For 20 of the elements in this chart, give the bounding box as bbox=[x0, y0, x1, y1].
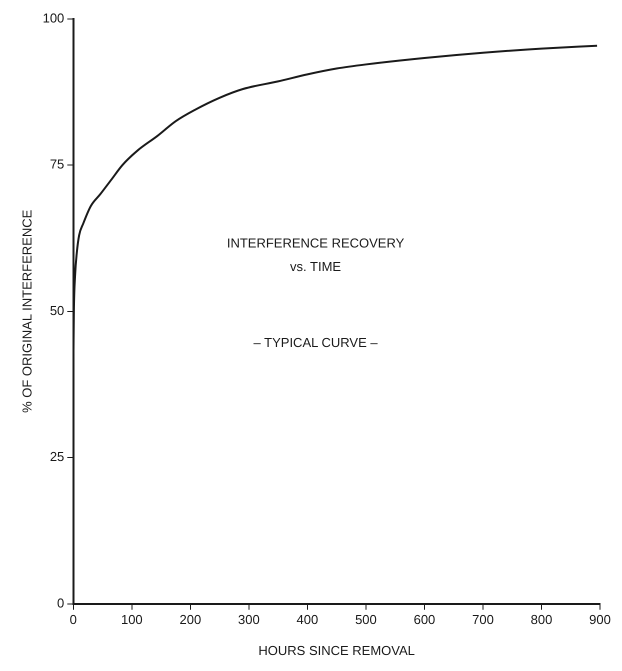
y-axis-title: % OF ORIGINAL INTERFERENCE bbox=[19, 209, 34, 413]
x-tick-label: 100 bbox=[120, 612, 143, 628]
annotation: vs. TIME bbox=[290, 259, 342, 274]
y-tick-label: 75 bbox=[50, 156, 64, 172]
x-tick-label: 500 bbox=[355, 612, 377, 628]
x-axis-title: HOURS SINCE REMOVAL bbox=[258, 642, 415, 658]
x-tick-label: 200 bbox=[179, 612, 202, 628]
annotation: INTERFERENCE RECOVERY bbox=[226, 236, 405, 251]
x-tick-label: 300 bbox=[238, 612, 260, 628]
x-tick-label: 0 bbox=[70, 612, 77, 628]
x-tick-label: 600 bbox=[414, 612, 436, 628]
y-tick-label: 0 bbox=[57, 595, 64, 610]
y-tick-label: 50 bbox=[50, 302, 64, 318]
y-tick-label: 100 bbox=[42, 10, 64, 26]
annotation: – TYPICAL CURVE – bbox=[254, 335, 378, 350]
x-tick-label: 800 bbox=[530, 612, 552, 628]
y-tick-label: 25 bbox=[50, 449, 64, 464]
x-tick-label: 700 bbox=[472, 612, 494, 628]
x-tick-label: 900 bbox=[589, 612, 611, 628]
x-tick-label: 400 bbox=[296, 612, 318, 628]
